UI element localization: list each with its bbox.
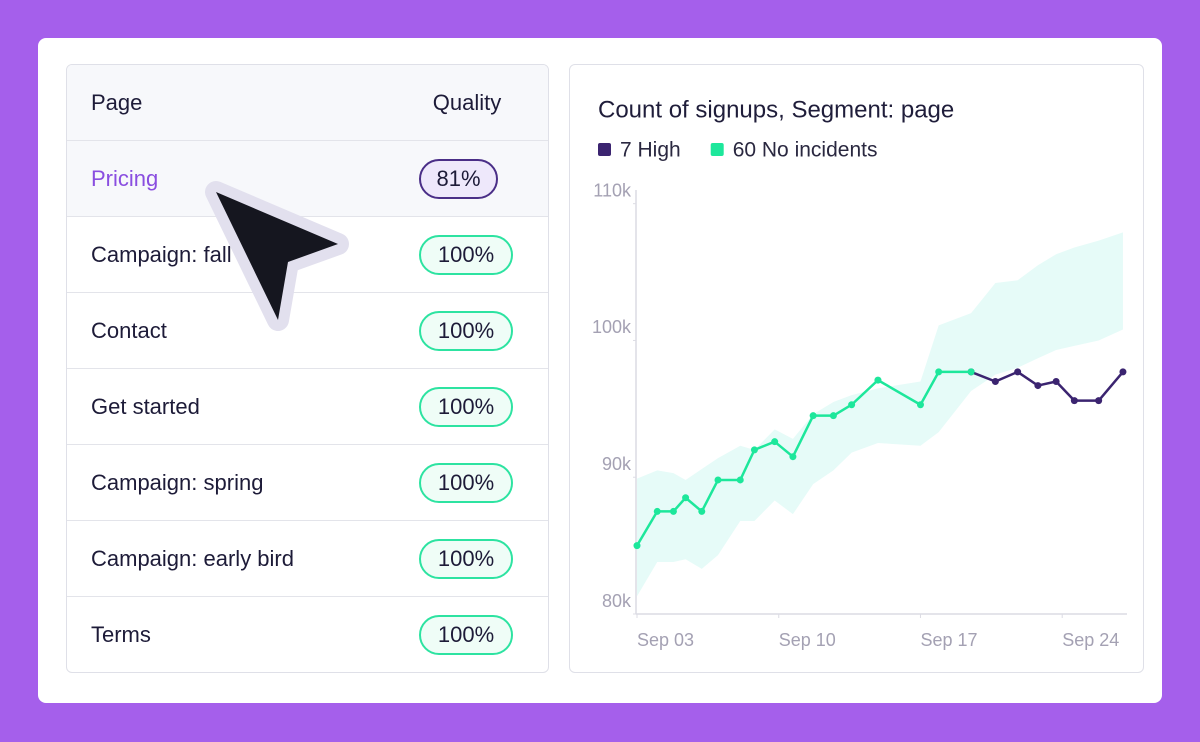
data-point [848,401,856,409]
quality-badge: 100% [419,386,513,427]
data-point [967,368,975,376]
data-point [698,507,706,515]
series-line [970,370,1124,402]
header-cell: Quality [432,89,502,115]
data-point [1052,377,1060,385]
table-row[interactable]: Get started 100% [67,369,548,445]
table-row[interactable]: Contact 100% [67,293,548,369]
y-tick-label: 110k [593,180,632,200]
page-name: Campaign: spring [91,469,264,495]
data-point [633,542,641,550]
data-point [750,446,758,454]
page-name: Terms [91,621,151,647]
quality-badge: 100% [419,538,513,579]
table-row[interactable]: Terms 100% [67,597,548,672]
data-point [714,476,722,484]
data-point [669,507,677,515]
legend-swatch [710,143,724,156]
legend-label: 60 No incidents [733,139,878,162]
data-point [682,494,690,502]
data-point [991,377,999,385]
data-point [874,376,882,384]
quality-badge: 100% [419,310,513,351]
data-point [771,438,779,446]
chart-panel [569,64,1144,673]
data-point [1095,397,1103,405]
confidence-band [637,232,1123,597]
table-header: Page Quality [67,65,548,141]
data-point [789,453,797,461]
data-point [809,412,817,420]
quality-badge: 81% [419,158,498,199]
quality-badge: 100% [419,614,513,655]
data-point [653,507,661,515]
quality-badge: 100% [419,234,513,275]
page-name: Pricing [91,165,159,191]
page-name: Get started [91,393,200,419]
data-point [1014,368,1022,376]
y-tick-label: 100k [592,317,632,337]
y-tick-label: 80k [602,591,632,611]
data-point [935,368,943,376]
data-point [736,476,744,484]
data-point [916,401,924,409]
x-tick-label: Sep 03 [637,630,694,650]
table: Page Quality Pricing 81% Campaign: fall 100% C… [66,64,549,673]
x-tick-label: Sep 17 [920,630,977,650]
data-point [1070,397,1078,405]
header-cell: Page [91,89,143,115]
quality-badge: 100% [419,462,513,503]
data-point [1034,382,1042,390]
page-name: Contact [91,317,167,343]
chart-title: Count of signups, Segment: page [598,96,954,123]
y-tick-label: 90k [602,454,632,474]
data-point [1119,368,1127,376]
table-row[interactable]: Campaign: early bird 100% [67,521,548,597]
page-name: Campaign: early bird [91,545,294,571]
table-row[interactable]: Campaign: spring 100% [67,445,548,521]
legend-swatch [598,143,611,156]
data-point [829,412,837,420]
x-tick-label: Sep 10 [779,630,836,650]
x-tick-label: Sep 24 [1062,630,1119,650]
legend-label: 7 High [620,139,681,162]
